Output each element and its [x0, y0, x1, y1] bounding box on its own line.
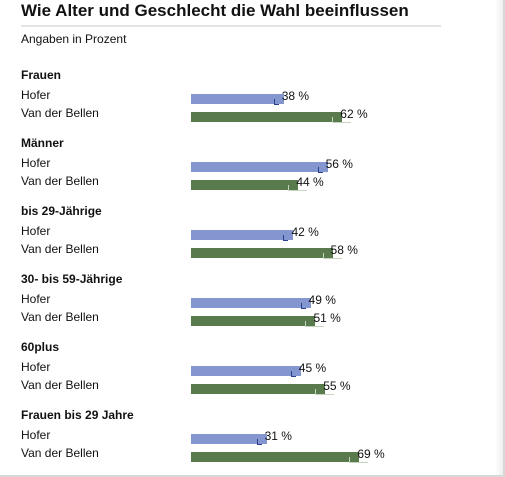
series-label-hofer: Hofer — [21, 156, 51, 170]
series-label-van-der-bellen: Van der Bellen — [21, 174, 99, 188]
value-label-tick — [317, 167, 323, 173]
bar-hofer — [191, 298, 311, 308]
series-label-hofer: Hofer — [21, 428, 51, 442]
value-label-hofer: 56 % — [325, 157, 353, 171]
bar-van-der-bellen — [191, 248, 333, 258]
series-label-hofer: Hofer — [21, 88, 51, 102]
group-title: Männer — [21, 136, 64, 150]
group-title: 60plus — [21, 340, 60, 354]
series-label-van-der-bellen: Van der Bellen — [21, 310, 99, 324]
value-label-van-der-bellen: 51 % — [313, 311, 341, 325]
value-label-van-der-bellen: 44 % — [296, 175, 324, 189]
value-label-hofer: 45 % — [298, 361, 327, 375]
value-label-hofer: 42 % — [291, 225, 319, 239]
bar-van-der-bellen — [191, 452, 360, 462]
group-title: Frauen — [21, 68, 62, 82]
value-label-tick — [349, 457, 369, 463]
value-label-tick — [256, 439, 262, 445]
value-label-tick — [273, 99, 279, 105]
bar-van-der-bellen — [191, 180, 299, 190]
bar-hofer — [191, 366, 301, 376]
value-label-tick — [283, 235, 289, 241]
chart-subtitle: Angaben in Prozent — [21, 32, 127, 46]
series-label-hofer: Hofer — [21, 224, 51, 238]
chart-title: Wie Alter und Geschlecht die Wahl beeinf… — [21, 1, 409, 20]
bar-van-der-bellen — [191, 384, 326, 394]
value-label-tick — [300, 303, 306, 309]
value-label-tick — [288, 185, 308, 191]
value-label-tick — [305, 321, 325, 327]
bar-van-der-bellen — [191, 112, 343, 122]
value-label-van-der-bellen: 58 % — [330, 243, 358, 257]
group-title: Frauen bis 29 Jahre — [21, 408, 134, 422]
value-label-tick — [290, 371, 296, 377]
value-label-hofer: 31 % — [264, 429, 292, 443]
value-label-tick — [322, 253, 342, 259]
bar-van-der-bellen — [191, 316, 316, 326]
value-label-van-der-bellen: 62 % — [340, 107, 368, 121]
value-label-hofer: 38 % — [281, 89, 310, 103]
bar-hofer — [191, 162, 328, 172]
series-label-hofer: Hofer — [21, 292, 51, 306]
value-label-hofer: 49 % — [308, 293, 336, 307]
title-underline — [21, 25, 441, 27]
value-label-van-der-bellen: 55 % — [323, 379, 351, 393]
series-label-van-der-bellen: Van der Bellen — [21, 106, 99, 120]
group-title: 30- bis 59-Jährige — [21, 272, 123, 286]
series-label-hofer: Hofer — [21, 360, 51, 374]
group-title: bis 29-Jährige — [21, 204, 102, 218]
bar-hofer — [191, 94, 284, 104]
value-label-tick — [332, 117, 352, 123]
bar-hofer — [191, 230, 294, 240]
series-label-van-der-bellen: Van der Bellen — [21, 446, 99, 460]
page-edge-shadow — [495, 0, 503, 475]
value-label-tick — [315, 389, 335, 395]
series-label-van-der-bellen: Van der Bellen — [21, 242, 99, 256]
value-label-van-der-bellen: 69 % — [357, 447, 385, 461]
series-label-van-der-bellen: Van der Bellen — [21, 378, 99, 392]
bar-hofer — [191, 434, 267, 444]
